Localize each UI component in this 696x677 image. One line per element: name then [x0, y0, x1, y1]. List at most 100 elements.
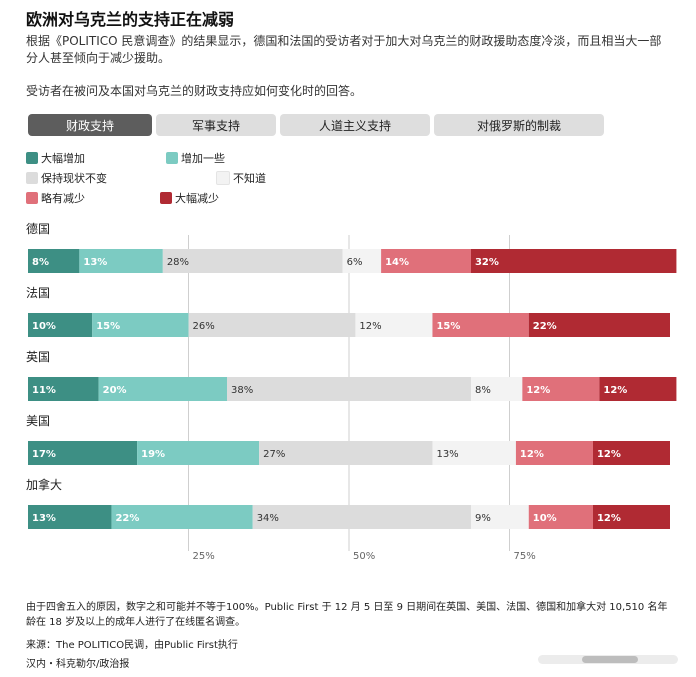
page-title: 欧洲对乌克兰的支持正在减弱 — [26, 10, 235, 29]
data-label: 12% — [603, 385, 627, 396]
data-label: 19% — [141, 449, 165, 460]
legend: 大幅增加 增加一些 保持现状不变 不知道 略有减少 大幅减少 — [26, 150, 666, 208]
legend-item-some-increase: 增加一些 — [166, 150, 225, 166]
tab-humanitarian-support[interactable]: 人道主义支持 — [280, 114, 430, 136]
data-label: 8% — [32, 257, 49, 268]
data-label: 12% — [597, 449, 621, 460]
data-label: 15% — [436, 321, 460, 332]
legend-label: 大幅减少 — [175, 192, 219, 205]
data-label: 17% — [32, 449, 56, 460]
bar-segment — [599, 377, 677, 401]
legend-item-strong-increase: 大幅增加 — [26, 150, 85, 166]
legend-item-slight-decrease: 略有减少 — [26, 190, 85, 206]
bar-segment — [381, 249, 471, 273]
data-label: 22% — [115, 513, 139, 524]
bar-segment — [28, 441, 138, 465]
data-label: 32% — [475, 257, 499, 268]
legend-swatch — [160, 192, 172, 204]
bar-segment — [432, 441, 516, 465]
bar-segment — [592, 441, 670, 465]
bar-segment — [28, 377, 99, 401]
x-tick-label: 75% — [514, 551, 536, 562]
tab-military-support[interactable]: 军事支持 — [156, 114, 276, 136]
bar-segment — [470, 377, 523, 401]
data-label: 6% — [347, 257, 363, 268]
data-label: 38% — [231, 385, 253, 396]
bar-segment — [470, 249, 677, 273]
legend-swatch — [216, 171, 230, 185]
bar-segment — [98, 377, 228, 401]
data-label: 12% — [359, 321, 381, 332]
data-label: 15% — [96, 321, 120, 332]
subtitle: 根据《POLITICO 民意调查》的结果显示，德国和法国的受访者对于加大对乌克兰… — [26, 34, 662, 65]
data-label: 9% — [475, 513, 491, 524]
question-text: 受访者在被问及本国对乌克兰的财政支持应如何变化时的回答。 — [26, 84, 363, 98]
bar-segment — [528, 313, 670, 337]
data-label: 34% — [257, 513, 279, 524]
country-label: 美国 — [26, 414, 50, 428]
bar-segment — [342, 249, 382, 273]
bar-segment — [528, 505, 593, 529]
footnote: 由于四舍五入的原因，数字之和可能并不等于100%。Public First 于 … — [26, 602, 668, 628]
data-label: 27% — [263, 449, 285, 460]
data-label: 20% — [103, 385, 127, 396]
bar-segment — [515, 441, 593, 465]
data-label: 13% — [436, 449, 458, 460]
tab-financial-support[interactable]: 财政支持 — [28, 114, 152, 136]
data-label: 13% — [83, 257, 107, 268]
data-label: 12% — [526, 385, 550, 396]
data-label: 22% — [533, 321, 557, 332]
legend-swatch — [26, 192, 38, 204]
scrollbar-thumb[interactable] — [582, 656, 638, 663]
bar-segment — [162, 249, 343, 273]
bar-segment — [432, 313, 529, 337]
bar-segment — [28, 505, 112, 529]
legend-item-stay-same: 保持现状不变 — [26, 170, 107, 186]
legend-label: 大幅增加 — [41, 152, 85, 165]
legend-item-dont-know: 不知道 — [216, 170, 266, 186]
data-label: 26% — [193, 321, 215, 332]
data-label: 11% — [32, 385, 56, 396]
stacked-bar-chart: 25% 50% 75% 德国 8% 13% 28% 6% 14% 32% 法国 10% 15% 26% 12… — [26, 221, 677, 562]
country-label: 英国 — [26, 350, 50, 364]
data-label: 14% — [385, 257, 409, 268]
data-label: 10% — [533, 513, 557, 524]
data-label: 28% — [167, 257, 189, 268]
data-label: 12% — [597, 513, 621, 524]
bar-segment — [470, 505, 529, 529]
legend-label: 保持现状不变 — [41, 172, 107, 185]
bar-segment — [592, 505, 670, 529]
bar-segment — [259, 441, 433, 465]
x-tick-label: 25% — [193, 551, 215, 562]
country-label: 加拿大 — [26, 477, 62, 492]
bar-segment — [92, 313, 189, 337]
legend-label: 不知道 — [233, 172, 266, 185]
legend-item-strong-decrease: 大幅减少 — [160, 190, 219, 206]
data-label: 8% — [475, 385, 491, 396]
data-label: 12% — [520, 449, 544, 460]
bar-segment — [111, 505, 253, 529]
horizontal-scrollbar[interactable] — [538, 655, 678, 664]
bar-segment — [28, 249, 80, 273]
source-note: 来源：The POLITICO民调，由Public First执行 — [26, 640, 238, 651]
bar-segment — [252, 505, 471, 529]
tab-russia-sanctions[interactable]: 对俄罗斯的制裁 — [434, 114, 604, 136]
data-label: 13% — [32, 513, 56, 524]
bar-segment — [522, 377, 600, 401]
country-label: 法国 — [26, 286, 50, 300]
bar-segment — [188, 313, 356, 337]
bar-segment — [79, 249, 163, 273]
bar-segment — [227, 377, 471, 401]
country-label: 德国 — [26, 221, 50, 236]
data-label: 10% — [32, 321, 56, 332]
legend-swatch — [26, 152, 38, 164]
legend-swatch — [26, 172, 38, 184]
credit-note: 汉内・科克勒尔/政治报 — [26, 659, 130, 670]
legend-label: 增加一些 — [181, 152, 225, 165]
x-tick-label: 50% — [353, 551, 375, 562]
bar-segment — [355, 313, 433, 337]
legend-label: 略有减少 — [41, 192, 85, 205]
bar-segment — [28, 313, 93, 337]
legend-swatch — [166, 152, 178, 164]
bar-segment — [137, 441, 260, 465]
